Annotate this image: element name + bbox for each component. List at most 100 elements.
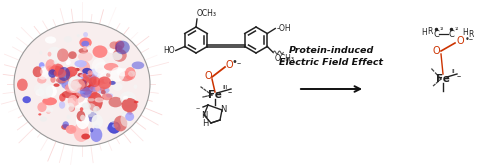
Ellipse shape (97, 87, 110, 94)
Ellipse shape (58, 67, 70, 81)
Ellipse shape (40, 68, 46, 75)
Ellipse shape (116, 45, 122, 52)
Ellipse shape (97, 68, 104, 73)
Ellipse shape (94, 125, 99, 128)
Ellipse shape (48, 66, 64, 76)
Ellipse shape (97, 97, 104, 101)
Text: N: N (201, 111, 207, 120)
Ellipse shape (85, 76, 90, 81)
Text: III: III (222, 85, 228, 90)
Ellipse shape (66, 91, 70, 94)
Ellipse shape (76, 81, 85, 89)
Text: Fe: Fe (208, 90, 222, 100)
Ellipse shape (92, 114, 103, 129)
Ellipse shape (108, 49, 114, 53)
Ellipse shape (128, 68, 132, 71)
Ellipse shape (78, 73, 83, 77)
Ellipse shape (122, 98, 138, 112)
Ellipse shape (70, 79, 85, 91)
Ellipse shape (89, 76, 100, 87)
Ellipse shape (106, 93, 113, 98)
Ellipse shape (78, 79, 88, 90)
Ellipse shape (78, 80, 86, 87)
Ellipse shape (82, 82, 90, 86)
Ellipse shape (69, 81, 80, 93)
Ellipse shape (62, 121, 69, 129)
Ellipse shape (114, 116, 128, 131)
Ellipse shape (50, 76, 56, 83)
Ellipse shape (110, 41, 119, 49)
Ellipse shape (70, 77, 80, 89)
Ellipse shape (79, 81, 85, 88)
Ellipse shape (92, 45, 108, 58)
Text: N: N (220, 106, 226, 115)
Ellipse shape (117, 39, 130, 55)
Ellipse shape (64, 36, 72, 42)
Ellipse shape (94, 62, 110, 74)
Ellipse shape (95, 86, 100, 92)
Ellipse shape (76, 112, 89, 129)
Ellipse shape (75, 95, 79, 99)
Ellipse shape (64, 83, 80, 93)
Text: –: – (196, 105, 200, 114)
Ellipse shape (76, 96, 88, 107)
Ellipse shape (121, 111, 132, 120)
Ellipse shape (83, 80, 86, 85)
Ellipse shape (93, 106, 100, 113)
Ellipse shape (88, 98, 94, 102)
Ellipse shape (110, 67, 125, 82)
Ellipse shape (65, 66, 78, 77)
Text: •: • (231, 57, 237, 67)
Ellipse shape (64, 80, 76, 90)
Ellipse shape (127, 112, 132, 115)
Ellipse shape (92, 58, 106, 76)
Ellipse shape (83, 32, 88, 37)
Ellipse shape (82, 100, 90, 108)
Ellipse shape (81, 82, 84, 86)
Ellipse shape (112, 83, 122, 91)
Ellipse shape (82, 102, 91, 110)
Ellipse shape (89, 74, 92, 77)
Ellipse shape (59, 93, 66, 102)
Ellipse shape (83, 46, 87, 51)
Ellipse shape (34, 84, 42, 94)
Ellipse shape (76, 72, 92, 87)
Text: C: C (433, 30, 439, 39)
Ellipse shape (74, 68, 80, 71)
Ellipse shape (80, 74, 85, 77)
Ellipse shape (69, 100, 75, 106)
Ellipse shape (119, 71, 133, 81)
Ellipse shape (59, 101, 65, 109)
Ellipse shape (78, 48, 88, 54)
Ellipse shape (51, 64, 64, 76)
Ellipse shape (107, 125, 120, 132)
Ellipse shape (38, 83, 53, 99)
Ellipse shape (112, 52, 122, 60)
Ellipse shape (82, 81, 85, 85)
Ellipse shape (100, 87, 105, 91)
Ellipse shape (79, 61, 90, 73)
Ellipse shape (108, 121, 120, 134)
Ellipse shape (124, 98, 134, 109)
Text: Fe: Fe (436, 74, 450, 84)
Text: H: H (421, 28, 427, 37)
Ellipse shape (76, 84, 84, 88)
Ellipse shape (61, 124, 70, 130)
Ellipse shape (116, 68, 130, 76)
Ellipse shape (88, 82, 94, 87)
Ellipse shape (85, 74, 96, 87)
Ellipse shape (62, 81, 77, 90)
Ellipse shape (32, 66, 42, 77)
Ellipse shape (68, 95, 78, 107)
Ellipse shape (82, 134, 90, 139)
Ellipse shape (108, 97, 122, 107)
Ellipse shape (82, 109, 91, 115)
Ellipse shape (74, 80, 85, 88)
Ellipse shape (85, 103, 96, 117)
Ellipse shape (54, 60, 58, 64)
Ellipse shape (88, 92, 102, 112)
Ellipse shape (40, 116, 47, 122)
Text: R: R (468, 30, 473, 39)
Ellipse shape (60, 79, 68, 86)
Text: –: – (228, 89, 232, 98)
